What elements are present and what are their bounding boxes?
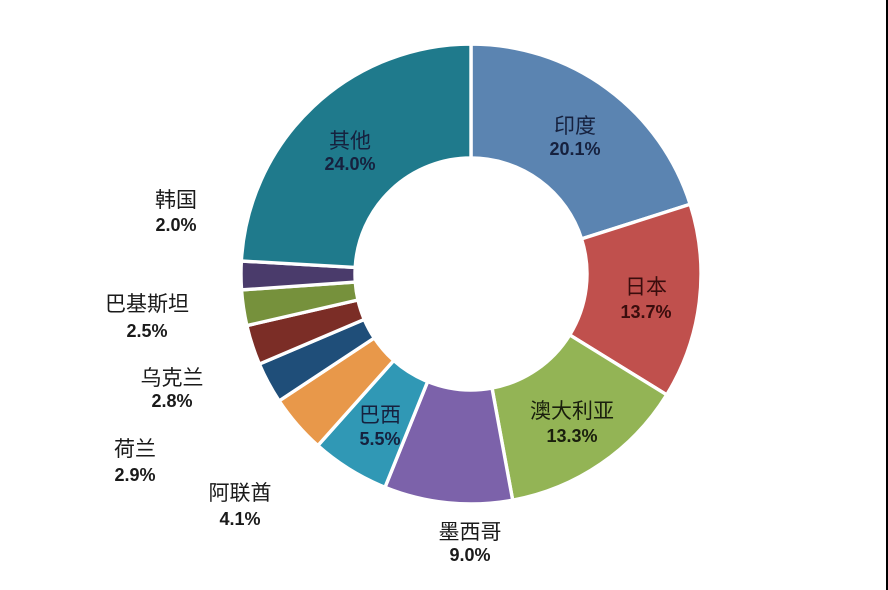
svg-text:9.0%: 9.0%: [449, 545, 490, 565]
svg-text:印度: 印度: [554, 114, 596, 138]
svg-text:韩国: 韩国: [155, 188, 197, 212]
svg-text:24.0%: 24.0%: [324, 154, 375, 174]
svg-text:乌克兰: 乌克兰: [141, 366, 204, 390]
svg-text:2.9%: 2.9%: [114, 465, 155, 485]
svg-text:阿联酋: 阿联酋: [209, 481, 272, 505]
svg-text:5.5%: 5.5%: [359, 429, 400, 449]
svg-text:2.0%: 2.0%: [155, 215, 196, 235]
svg-text:20.1%: 20.1%: [549, 139, 600, 159]
svg-text:其他: 其他: [329, 129, 371, 153]
svg-text:13.3%: 13.3%: [546, 426, 597, 446]
svg-text:巴基斯坦: 巴基斯坦: [105, 292, 189, 316]
svg-text:墨西哥: 墨西哥: [439, 520, 502, 544]
svg-text:2.5%: 2.5%: [126, 321, 167, 341]
svg-text:13.7%: 13.7%: [620, 302, 671, 322]
svg-text:巴西: 巴西: [359, 403, 401, 427]
svg-text:荷兰: 荷兰: [114, 437, 156, 461]
svg-text:日本: 日本: [625, 275, 667, 299]
svg-text:2.8%: 2.8%: [151, 391, 192, 411]
svg-text:4.1%: 4.1%: [219, 509, 260, 529]
svg-text:澳大利亚: 澳大利亚: [530, 399, 614, 423]
